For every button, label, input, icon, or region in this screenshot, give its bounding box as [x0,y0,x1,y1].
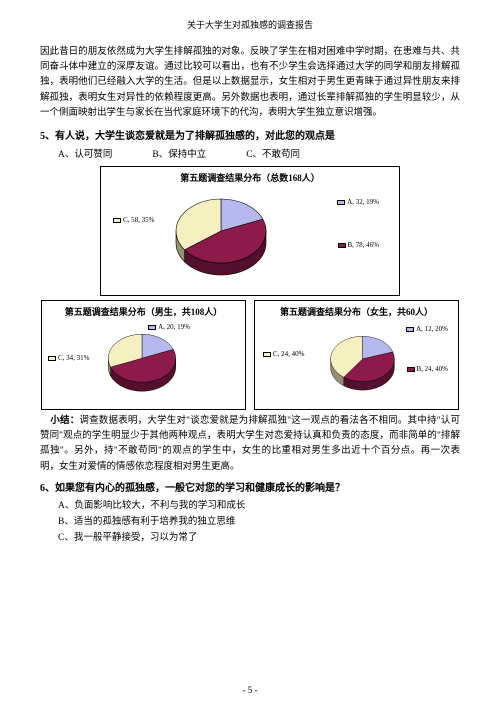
question-6-options: A、负面影响比较大，不利与我的学习和成长 B、适当的孤独感有利于培养我的独立思维… [40,498,460,546]
legend-male-a: A, 20, 19% [148,323,190,334]
question-5: 5、有人说，大学生谈恋爱就是为了排解孤独感的，对此您的观点是 [40,127,460,142]
chart-main-body: A, 32, 19% B, 78, 46% C, 58, 35% [101,186,399,296]
question-6: 6、如果您有内心的孤独感，一般它对您的学习和健康成长的影响是？ [40,479,460,494]
page-header: 关于大学生对孤独感的调查报告 [40,18,460,31]
chart-male-body: A, 20, 19% C, 34, 31% [42,320,245,410]
summary: 小结：调查数据表明，大学生对"谈恋爱就是为排解孤独"这一观点的看法各不相同。其中… [40,414,460,475]
legend-female-b: B, 24, 40% [407,365,449,376]
q6-option-c: C、我一般平静接受，习以为常了 [58,530,460,546]
page-footer: - 5 - [0,685,500,695]
legend-main-a: A, 32, 19% [337,198,379,209]
chart-female: 第五题调查结果分布（女生，共60人） A, 12, 20% B, 24, 40%… [254,300,459,410]
q5-option-c: C、不敢苟同 [246,146,300,160]
q6-option-b: B、适当的孤独感有利于培养我的独立思维 [58,514,460,530]
chart-main-title: 第五题调查结果分布（总数168人） [101,167,399,186]
legend-female-c: C, 24, 40% [263,350,305,361]
chart-main-wrap: 第五题调查结果分布（总数168人） A, 32, 19% B, 78, 46% … [40,166,460,296]
q5-option-b: B、保持中立 [152,146,206,160]
legend-main-b: B, 78, 46% [338,241,380,252]
legend-male-c: C, 34, 31% [48,354,90,365]
chart-male: 第五题调查结果分布（男生，共108人） A, 20, 19% C, 34, 31… [41,300,246,410]
chart-main: 第五题调查结果分布（总数168人） A, 32, 19% B, 78, 46% … [100,166,400,296]
legend-female-a: A, 12, 20% [406,325,448,336]
summary-text: 调查数据表明，大学生对"谈恋爱就是为排解孤独"这一观点的看法各不相同。其中持"认… [40,416,460,472]
legend-main-c: C, 58, 35% [113,216,155,227]
q5-option-a: A、认可赞同 [58,146,112,160]
chart-female-body: A, 12, 20% B, 24, 40% C, 24, 40% [255,320,458,410]
chart-male-title: 第五题调查结果分布（男生，共108人） [42,301,245,320]
chart-female-title: 第五题调查结果分布（女生，共60人） [255,301,458,320]
q6-option-a: A、负面影响比较大，不利与我的学习和成长 [58,498,460,514]
question-5-options: A、认可赞同 B、保持中立 C、不敢苟同 [40,146,460,160]
pie-female [320,325,405,400]
chart-row: 第五题调查结果分布（男生，共108人） A, 20, 19% C, 34, 31… [40,300,460,410]
pie-main [161,186,281,286]
summary-label: 小结： [50,416,79,426]
paragraph-intro: 因此昔日的朋友依然成为大学生排解孤独的对象。反映了学生在相对困难中学时期，在患难… [40,45,460,121]
